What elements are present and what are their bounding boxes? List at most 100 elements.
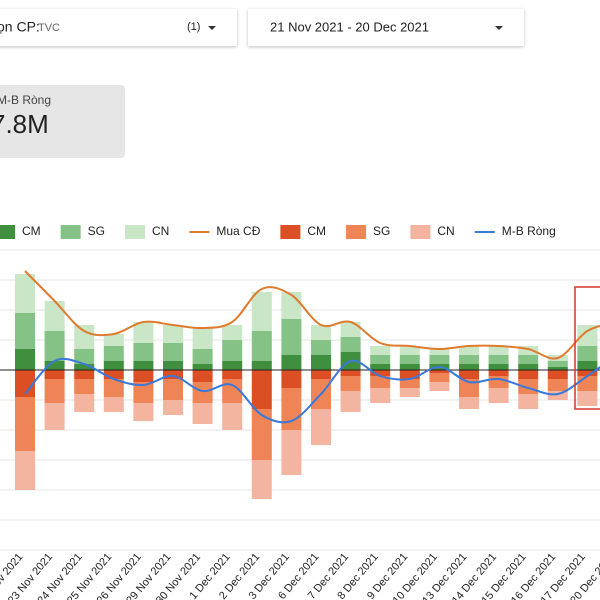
bar <box>74 394 95 412</box>
bar <box>133 370 154 382</box>
legend-swatch <box>60 225 81 239</box>
legend-label: M-B Ròng <box>502 224 556 238</box>
bar <box>222 325 243 340</box>
filter-value: TVC <box>38 22 60 34</box>
bar <box>577 361 598 370</box>
legend-swatch <box>410 225 431 239</box>
scorecard-value: 7.8M <box>0 109 49 139</box>
bar <box>15 349 35 370</box>
bar <box>133 382 154 403</box>
date-range: 21 Nov 2021 - 20 Dec 2021 <box>270 19 429 34</box>
bar <box>74 349 95 364</box>
scorecard-label: M-B Ròng <box>0 93 51 107</box>
bar <box>488 388 509 403</box>
bar <box>429 373 450 382</box>
bar <box>44 331 65 361</box>
bar <box>133 361 154 370</box>
bar <box>44 370 65 379</box>
bar <box>488 376 509 388</box>
bar <box>15 370 35 397</box>
bar <box>103 397 124 412</box>
bar <box>577 346 598 361</box>
filter-dropdown[interactable] <box>0 9 237 46</box>
line <box>24 270 600 360</box>
bar <box>370 370 391 376</box>
bar <box>192 382 213 403</box>
bar <box>192 403 213 424</box>
bar <box>103 361 124 370</box>
bar <box>518 370 539 379</box>
bar <box>577 391 598 406</box>
bar <box>163 361 183 370</box>
bar <box>133 322 154 343</box>
bar <box>281 355 302 370</box>
bar <box>488 370 509 376</box>
bar <box>163 343 183 361</box>
date-dropdown[interactable] <box>248 9 524 46</box>
bar <box>547 391 568 400</box>
bar <box>192 370 213 382</box>
line <box>24 357 600 424</box>
filter-count: (1) <box>187 21 200 33</box>
bar <box>459 355 479 364</box>
bar <box>459 397 479 409</box>
legend-swatch <box>280 225 301 239</box>
bar <box>192 364 213 370</box>
bar <box>370 355 391 364</box>
bar <box>74 364 95 370</box>
bar <box>311 409 331 445</box>
bar <box>311 340 331 355</box>
bar <box>192 349 213 364</box>
bar <box>399 388 420 397</box>
bar <box>311 355 331 370</box>
bar <box>370 376 391 388</box>
bar <box>459 370 479 379</box>
bar <box>429 382 450 391</box>
bar <box>399 370 420 379</box>
bar <box>429 349 450 355</box>
bar <box>488 364 509 370</box>
bar <box>340 370 361 376</box>
bar <box>222 361 243 370</box>
bar <box>518 364 539 370</box>
bar <box>281 319 302 355</box>
bar <box>44 379 65 403</box>
bar <box>15 397 35 451</box>
bar <box>547 367 568 370</box>
bar <box>429 370 450 373</box>
bar <box>74 379 95 394</box>
bar <box>163 400 183 415</box>
filter-label: ọn CP: <box>0 19 40 35</box>
legend-label: CN <box>437 224 454 238</box>
bar <box>103 334 124 346</box>
bar <box>577 325 598 346</box>
legend-label: CN <box>152 224 169 238</box>
bar <box>163 379 183 400</box>
dropdown-arrow <box>208 26 216 30</box>
bar <box>74 325 95 349</box>
bar <box>340 376 361 391</box>
bar <box>547 379 568 391</box>
bar <box>399 346 420 355</box>
bar <box>251 460 272 499</box>
bar <box>222 403 243 430</box>
legend-swatch <box>0 225 15 239</box>
bar <box>74 370 95 379</box>
bar <box>281 430 302 475</box>
bar <box>251 370 272 409</box>
bar <box>459 364 479 370</box>
bar <box>133 403 154 421</box>
bar <box>15 313 35 349</box>
bar <box>222 340 243 361</box>
bar <box>44 403 65 430</box>
bar <box>370 364 391 370</box>
bar <box>340 391 361 412</box>
bar <box>459 379 479 397</box>
legend-label: CM <box>307 224 326 238</box>
bar <box>103 346 124 361</box>
bar <box>103 370 124 379</box>
bar <box>44 301 65 331</box>
bar <box>15 451 35 490</box>
bar <box>399 364 420 370</box>
